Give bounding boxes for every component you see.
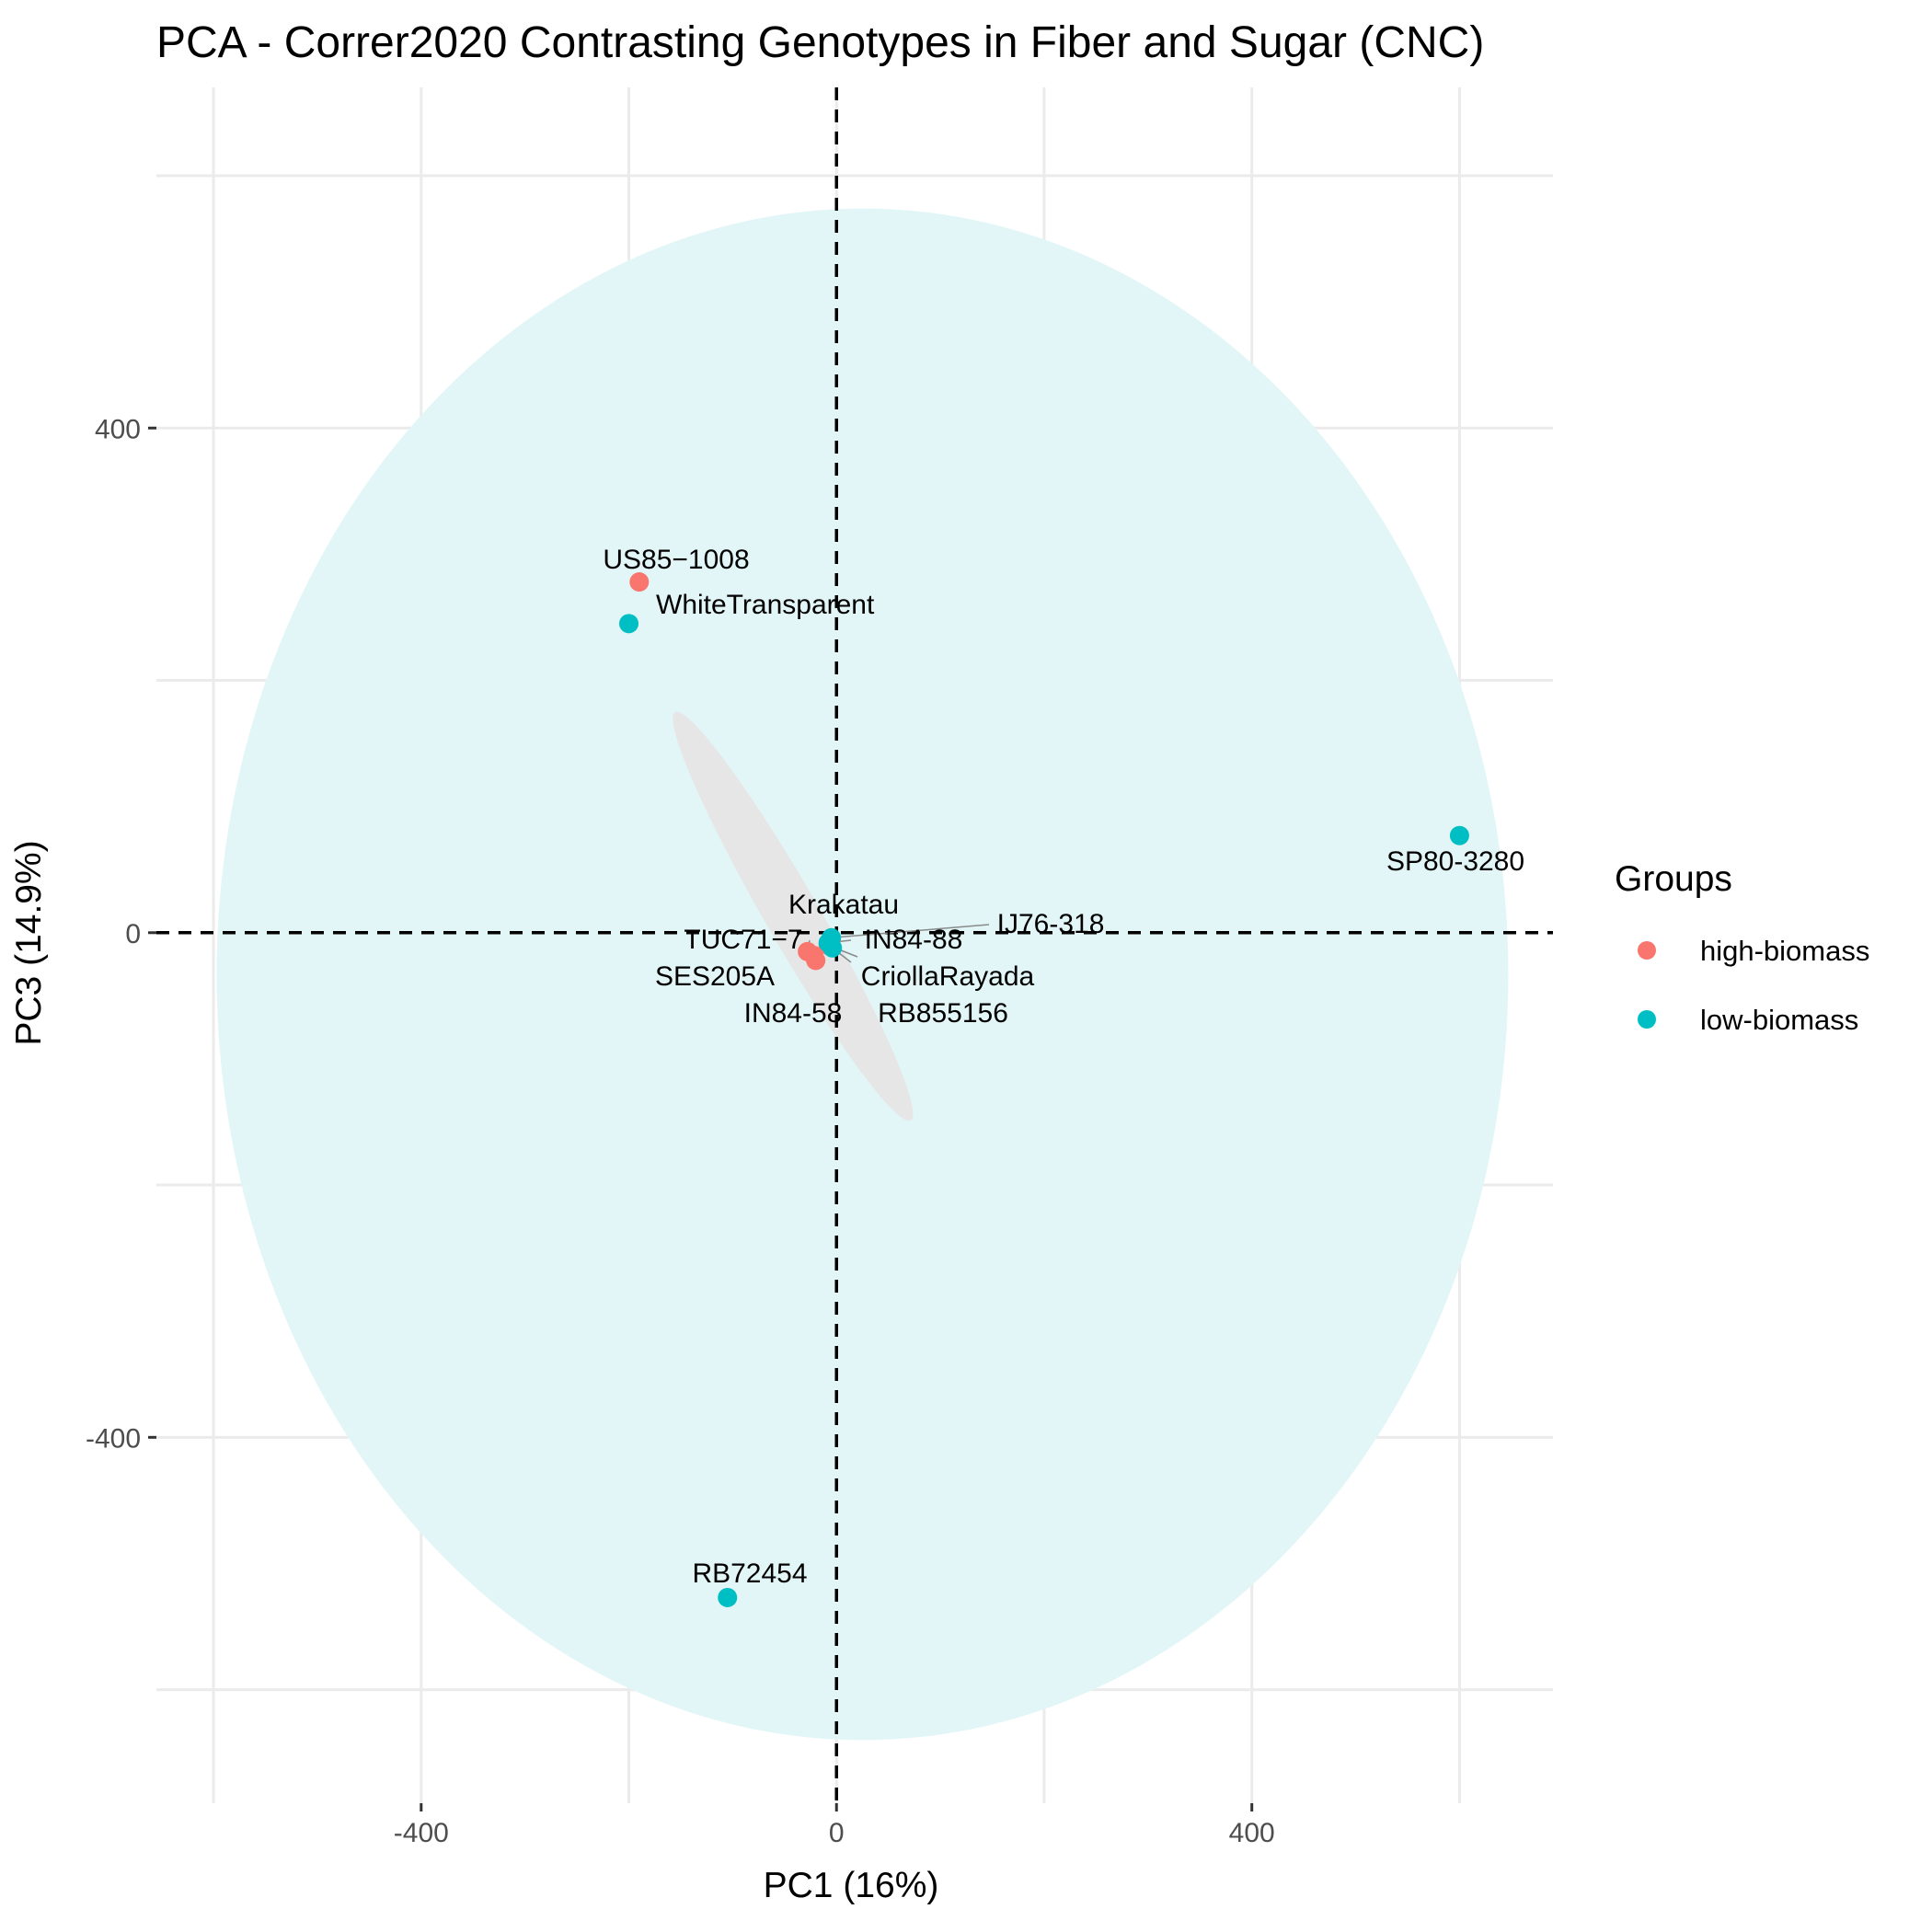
x-tick-label: 400 (1229, 1818, 1275, 1848)
point-label: SP80-3280 (1386, 846, 1524, 877)
leader-line (831, 924, 990, 939)
legend-label-low-biomass: low-biomass (1700, 1004, 1858, 1036)
point-label: IN84-58 (744, 998, 843, 1029)
ellipse-high-biomass (673, 711, 914, 1121)
point-label: TUC71−7 (684, 925, 802, 955)
point-label: SES205A (655, 961, 775, 992)
y-axis-title: PC3 (14.9%) (9, 840, 49, 1045)
point-label: RB72454 (692, 1558, 807, 1589)
x-tick-label: 0 (829, 1818, 845, 1848)
legend: Groups high-biomass low-biomass (1615, 859, 1869, 1036)
legend-title: Groups (1615, 859, 1732, 899)
point-low-biomass (718, 1587, 738, 1607)
axes: -400 0 400 400 0 -400 (86, 414, 1275, 1848)
point-label: IN84-88 (865, 925, 963, 955)
x-axis-title: PC1 (16%) (764, 1866, 939, 1905)
reference-lines (156, 87, 1553, 1803)
legend-label-high-biomass: high-biomass (1700, 935, 1869, 967)
confidence-ellipses (216, 208, 1509, 1741)
point-label: WhiteTransparent (656, 590, 875, 620)
point-label: RB855156 (878, 998, 1008, 1029)
point-label: US85−1008 (603, 545, 749, 575)
point-labels: US85−1008 Krakatau TUC71−7 SES205A IN84-58 Cr… (603, 545, 1524, 1589)
y-tick-label: -400 (86, 1423, 141, 1454)
data-points (619, 572, 1469, 1607)
legend-key-low-biomass (1638, 1010, 1656, 1029)
chart-title: PCA - Correr2020 Contrasting Genotypes i… (156, 18, 1484, 67)
legend-key-high-biomass (1638, 941, 1656, 960)
point-low-biomass (619, 614, 639, 634)
point-high-biomass (629, 572, 650, 592)
y-tick-label: 400 (95, 414, 141, 444)
point-high-biomass (806, 950, 826, 971)
point-label: IJ76-318 (997, 909, 1105, 939)
point-label: CriollaRayada (861, 961, 1035, 992)
point-low-biomass (822, 937, 843, 958)
point-low-biomass (1449, 825, 1469, 845)
point-label: Krakatau (788, 890, 899, 920)
x-tick-label: -400 (394, 1818, 449, 1848)
ellipse-low-biomass (216, 208, 1509, 1741)
y-tick-label: 0 (125, 919, 141, 949)
